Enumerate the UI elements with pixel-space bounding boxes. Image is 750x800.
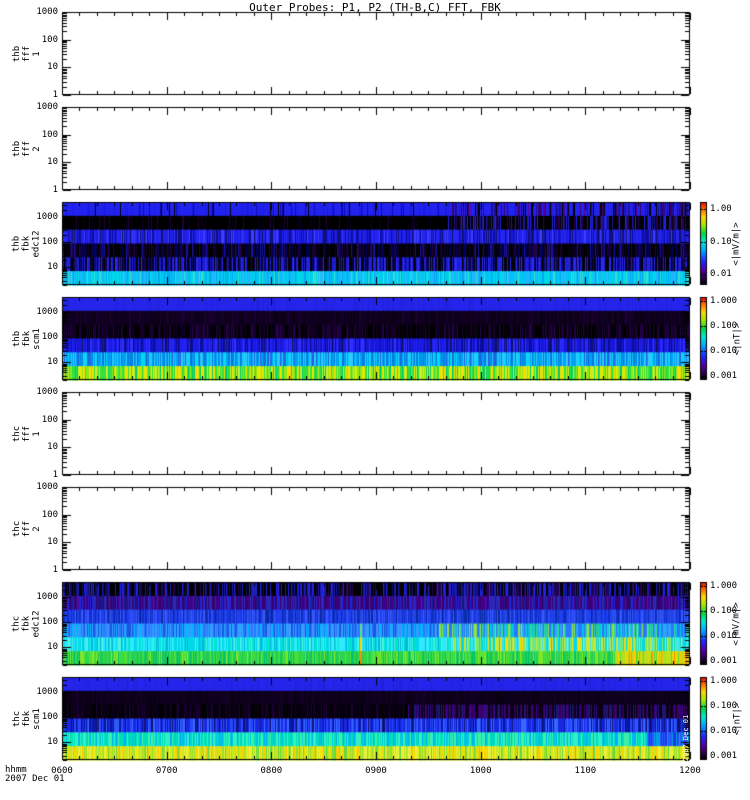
- ytick-label-thb-fbk-scm1: 1000: [36, 307, 58, 318]
- colorbar-tick-thc-fbk-edc12: 1.000: [710, 581, 738, 592]
- ytick-label-thb-fff-2: 1000: [36, 102, 58, 112]
- ytick-label-thb-fff-1: 10: [47, 62, 58, 73]
- colorbar-tick-thc-fbk-scm1: 0.100: [710, 701, 738, 712]
- colorbar-tick-thb-fbk-edc12: 0.10: [710, 236, 732, 247]
- colorbar-unit-text: <|mV/m|>: [732, 601, 743, 646]
- colorbar-tick-thb-fbk-scm1: 0.100: [710, 321, 738, 332]
- colorbar-unit-thc-fbk-scm1: <|nT|>: [728, 677, 746, 760]
- ytick-label-thc-fff-2: 1000: [36, 482, 58, 492]
- xaxis-tick-label: 0600: [51, 766, 73, 776]
- ytick-label-thb-fbk-scm1: 10: [47, 357, 58, 368]
- panel-label-text: thc fff 1: [11, 425, 42, 442]
- panel-label-text: thb fff 2: [11, 140, 42, 157]
- colorbar-unit-thc-fbk-edc12: <|mV/m|>: [728, 582, 746, 665]
- colorbar-tick-thb-fbk-edc12: 1.00: [710, 203, 732, 214]
- colorbar-unit-thb-fbk-scm1: <|nT|>: [728, 297, 746, 380]
- colorbar-unit-text: <|nT|>: [732, 322, 743, 355]
- colorbar-unit-thb-fbk-edc12: <|mV/m|>: [728, 202, 746, 285]
- ytick-label-thc-fbk-edc12: 1000: [36, 592, 58, 603]
- xaxis-tick-label: 1000: [469, 766, 492, 776]
- colorbar-tick-thc-fbk-scm1: 0.010: [710, 725, 738, 736]
- ytick-label-thb-fff-2: 1: [52, 185, 58, 195]
- ytick-label-thc-fbk-scm1: 1000: [36, 687, 58, 698]
- colorbar-tick-thb-fbk-scm1: 0.010: [710, 345, 738, 356]
- ytick-label-thb-fbk-edc12: 100: [41, 237, 58, 248]
- ytick-label-thb-fff-1: 100: [41, 34, 58, 45]
- ytick-label-thb-fff-1: 1000: [36, 7, 58, 17]
- xaxis-tick-label: 1100: [574, 766, 597, 776]
- xaxis-tick-label: 0900: [365, 766, 387, 776]
- xaxis-units-label: hhmm: [5, 765, 27, 775]
- ytick-label-thb-fbk-edc12: 1000: [36, 212, 58, 223]
- ytick-label-thb-fbk-edc12: 10: [47, 262, 58, 273]
- panel-label-thb-fff-2: thb fff 2: [4, 107, 50, 190]
- panel-label-text: thb fff 1: [11, 45, 42, 62]
- ytick-label-thb-fff-2: 10: [47, 157, 58, 168]
- ytick-label-thc-fbk-edc12: 100: [41, 617, 58, 628]
- timestamp-vertical-wrap: 2007 Dec 01: [680, 698, 693, 778]
- panel-label-text: thc fff 2: [11, 520, 42, 537]
- panel-label-thc-fff-2: thc fff 2: [4, 487, 50, 570]
- ytick-label-thb-fff-1: 1: [52, 90, 58, 100]
- ytick-label-thc-fff-1: 1: [52, 470, 58, 480]
- xaxis-date-label: 2007 Dec 01: [5, 774, 65, 784]
- xaxis-tick-label: 0800: [260, 766, 283, 776]
- colorbar-tick-thb-fbk-scm1: 0.001: [710, 370, 738, 381]
- ytick-label-thc-fff-2: 1: [52, 565, 58, 575]
- xaxis-tick-label: 1200: [679, 766, 701, 776]
- colorbar-tick-thb-fbk-edc12: 0.01: [710, 269, 732, 280]
- ytick-label-thc-fff-1: 100: [41, 414, 58, 425]
- ytick-label-thb-fbk-scm1: 100: [41, 332, 58, 343]
- plot-title: Outer Probes: P1, P2 (TH-B,C) FFT, FBK: [249, 1, 501, 14]
- ytick-label-thc-fff-2: 100: [41, 509, 58, 520]
- colorbar-unit-text: <|nT|>: [732, 702, 743, 735]
- panel-label-thb-fff-1: thb fff 1: [4, 12, 50, 95]
- colorbar-unit-text: <|mV/m|>: [732, 221, 743, 266]
- colorbar-tick-thc-fbk-edc12: 0.010: [710, 630, 738, 641]
- ytick-label-thc-fbk-edc12: 10: [47, 642, 58, 653]
- colorbar-tick-thc-fbk-edc12: 0.001: [710, 655, 738, 666]
- ytick-label-thc-fff-1: 10: [47, 442, 58, 453]
- ytick-label-thc-fff-1: 1000: [36, 387, 58, 397]
- panel-label-thc-fff-1: thc fff 1: [4, 392, 50, 475]
- ytick-label-thc-fbk-scm1: 10: [47, 737, 58, 748]
- colorbar-tick-thc-fbk-scm1: 0.001: [710, 750, 738, 761]
- ytick-label-thc-fff-2: 10: [47, 537, 58, 548]
- colorbar-tick-thb-fbk-scm1: 1.000: [710, 296, 738, 307]
- timestamp-vertical: 2007 Dec 01: [682, 714, 691, 762]
- ytick-label-thc-fbk-scm1: 100: [41, 712, 58, 723]
- colorbar-tick-thc-fbk-edc12: 0.100: [710, 606, 738, 617]
- xaxis-tick-label: 0700: [155, 766, 178, 776]
- ytick-label-thb-fff-2: 100: [41, 129, 58, 140]
- colorbar-tick-thc-fbk-scm1: 1.000: [710, 676, 738, 687]
